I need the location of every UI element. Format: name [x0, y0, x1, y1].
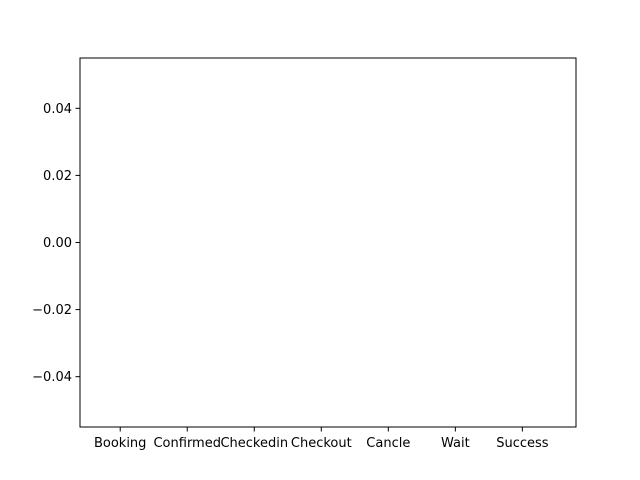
x-axis: Booking Confirmed Checkedin Checkout Cancle W… — [94, 427, 549, 451]
y-tick-label-2: 0.00 — [43, 236, 72, 251]
x-tick-label-cancle: Cancle — [366, 436, 410, 451]
y-axis: −0.04 −0.02 0.00 0.02 0.04 — [32, 102, 80, 385]
y-tick-label-0: −0.04 — [32, 370, 72, 385]
x-tick-label-confirmed: Confirmed — [153, 436, 221, 451]
x-tick-label-checkedin: Checkedin — [220, 436, 288, 451]
x-tick-label-success: Success — [496, 436, 549, 451]
y-tick-label-3: 0.02 — [43, 169, 72, 184]
x-tick-label-wait: Wait — [441, 436, 470, 451]
y-tick-label-1: −0.02 — [32, 303, 72, 318]
y-tick-label-4: 0.04 — [43, 102, 72, 117]
x-tick-label-checkout: Checkout — [291, 436, 352, 451]
x-tick-label-booking: Booking — [94, 436, 146, 451]
